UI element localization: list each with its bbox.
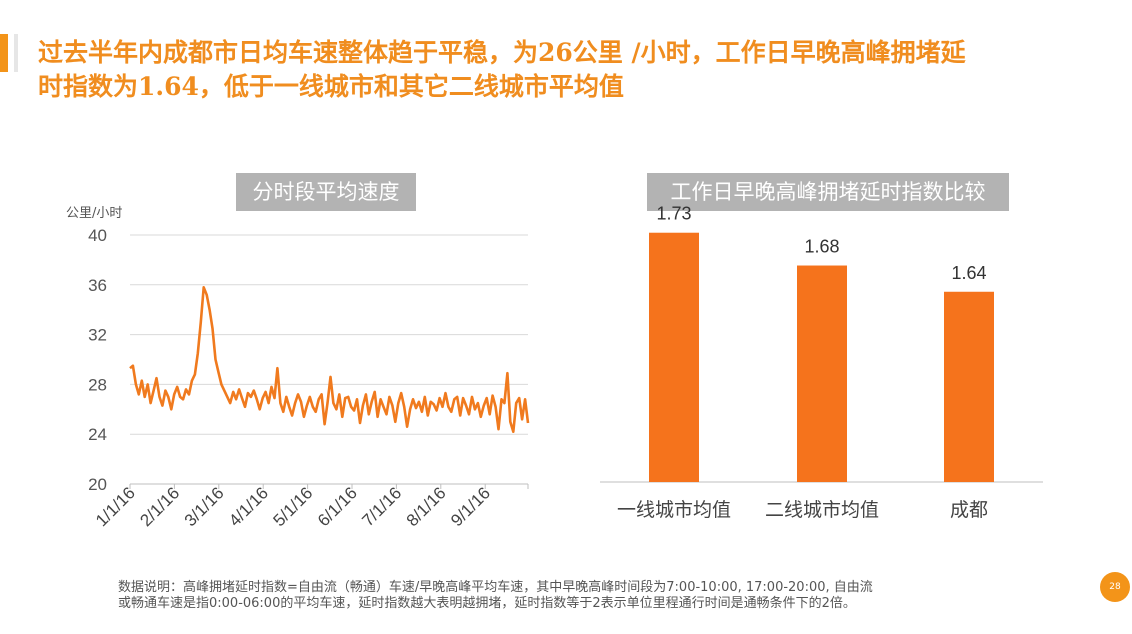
y-tick-label: 20 <box>88 475 107 494</box>
y-axis-label: 公里/小时 <box>66 206 122 221</box>
accent-bar <box>0 34 8 72</box>
headline: 过去半年内成都市日均车速整体趋于平稳，为26公里 /小时，工作日早晚高峰拥堵延 … <box>38 36 1098 104</box>
bar-chart-title: 工作日早晚高峰拥堵延时指数比较 <box>647 173 1009 211</box>
bar <box>944 291 994 482</box>
bar-value-label: 1.73 <box>656 204 691 224</box>
series-line-avg-speed <box>129 285 530 434</box>
y-tick-label: 24 <box>88 425 107 444</box>
line-chart: 公里/小时2024283236401/1/162/1/163/1/164/1/1… <box>66 206 530 530</box>
bar-value-label: 1.64 <box>951 263 986 283</box>
page-number-badge: 28 <box>1100 572 1130 602</box>
bar-category-label: 一线城市均值 <box>617 499 731 521</box>
y-tick-label: 40 <box>88 226 107 245</box>
y-tick-label: 28 <box>88 375 107 394</box>
footnote: 数据说明：高峰拥堵延时指数=自由流（畅通）车速/早晚高峰平均车速，其中早晚高峰时… <box>118 580 1038 612</box>
accent-bar-secondary <box>14 34 18 72</box>
footnote-line-1: 数据说明：高峰拥堵延时指数=自由流（畅通）车速/早晚高峰平均车速，其中早晚高峰时… <box>118 580 873 595</box>
headline-line-2: 时指数为1.64，低于一线城市和其它二线城市平均值 <box>38 72 624 101</box>
footnote-line-2: 或畅通车速是指0:00-06:00的平均车速，延时指数越大表明越拥堵，延时指数等… <box>118 596 856 611</box>
line-chart-title: 分时段平均速度 <box>236 173 416 211</box>
y-tick-label: 36 <box>88 276 107 295</box>
bar <box>649 232 699 482</box>
bar-value-label: 1.68 <box>804 237 839 257</box>
y-tick-label: 32 <box>88 326 107 345</box>
bar-category-label: 成都 <box>950 499 988 521</box>
bar-category-label: 二线城市均值 <box>765 499 879 521</box>
bar <box>797 265 847 482</box>
headline-line-1: 过去半年内成都市日均车速整体趋于平稳，为26公里 /小时，工作日早晚高峰拥堵延 <box>38 38 966 67</box>
bar-chart: 1.73 一线城市均值 1.68 二线城市均值 1.64 成都 <box>600 204 1043 521</box>
